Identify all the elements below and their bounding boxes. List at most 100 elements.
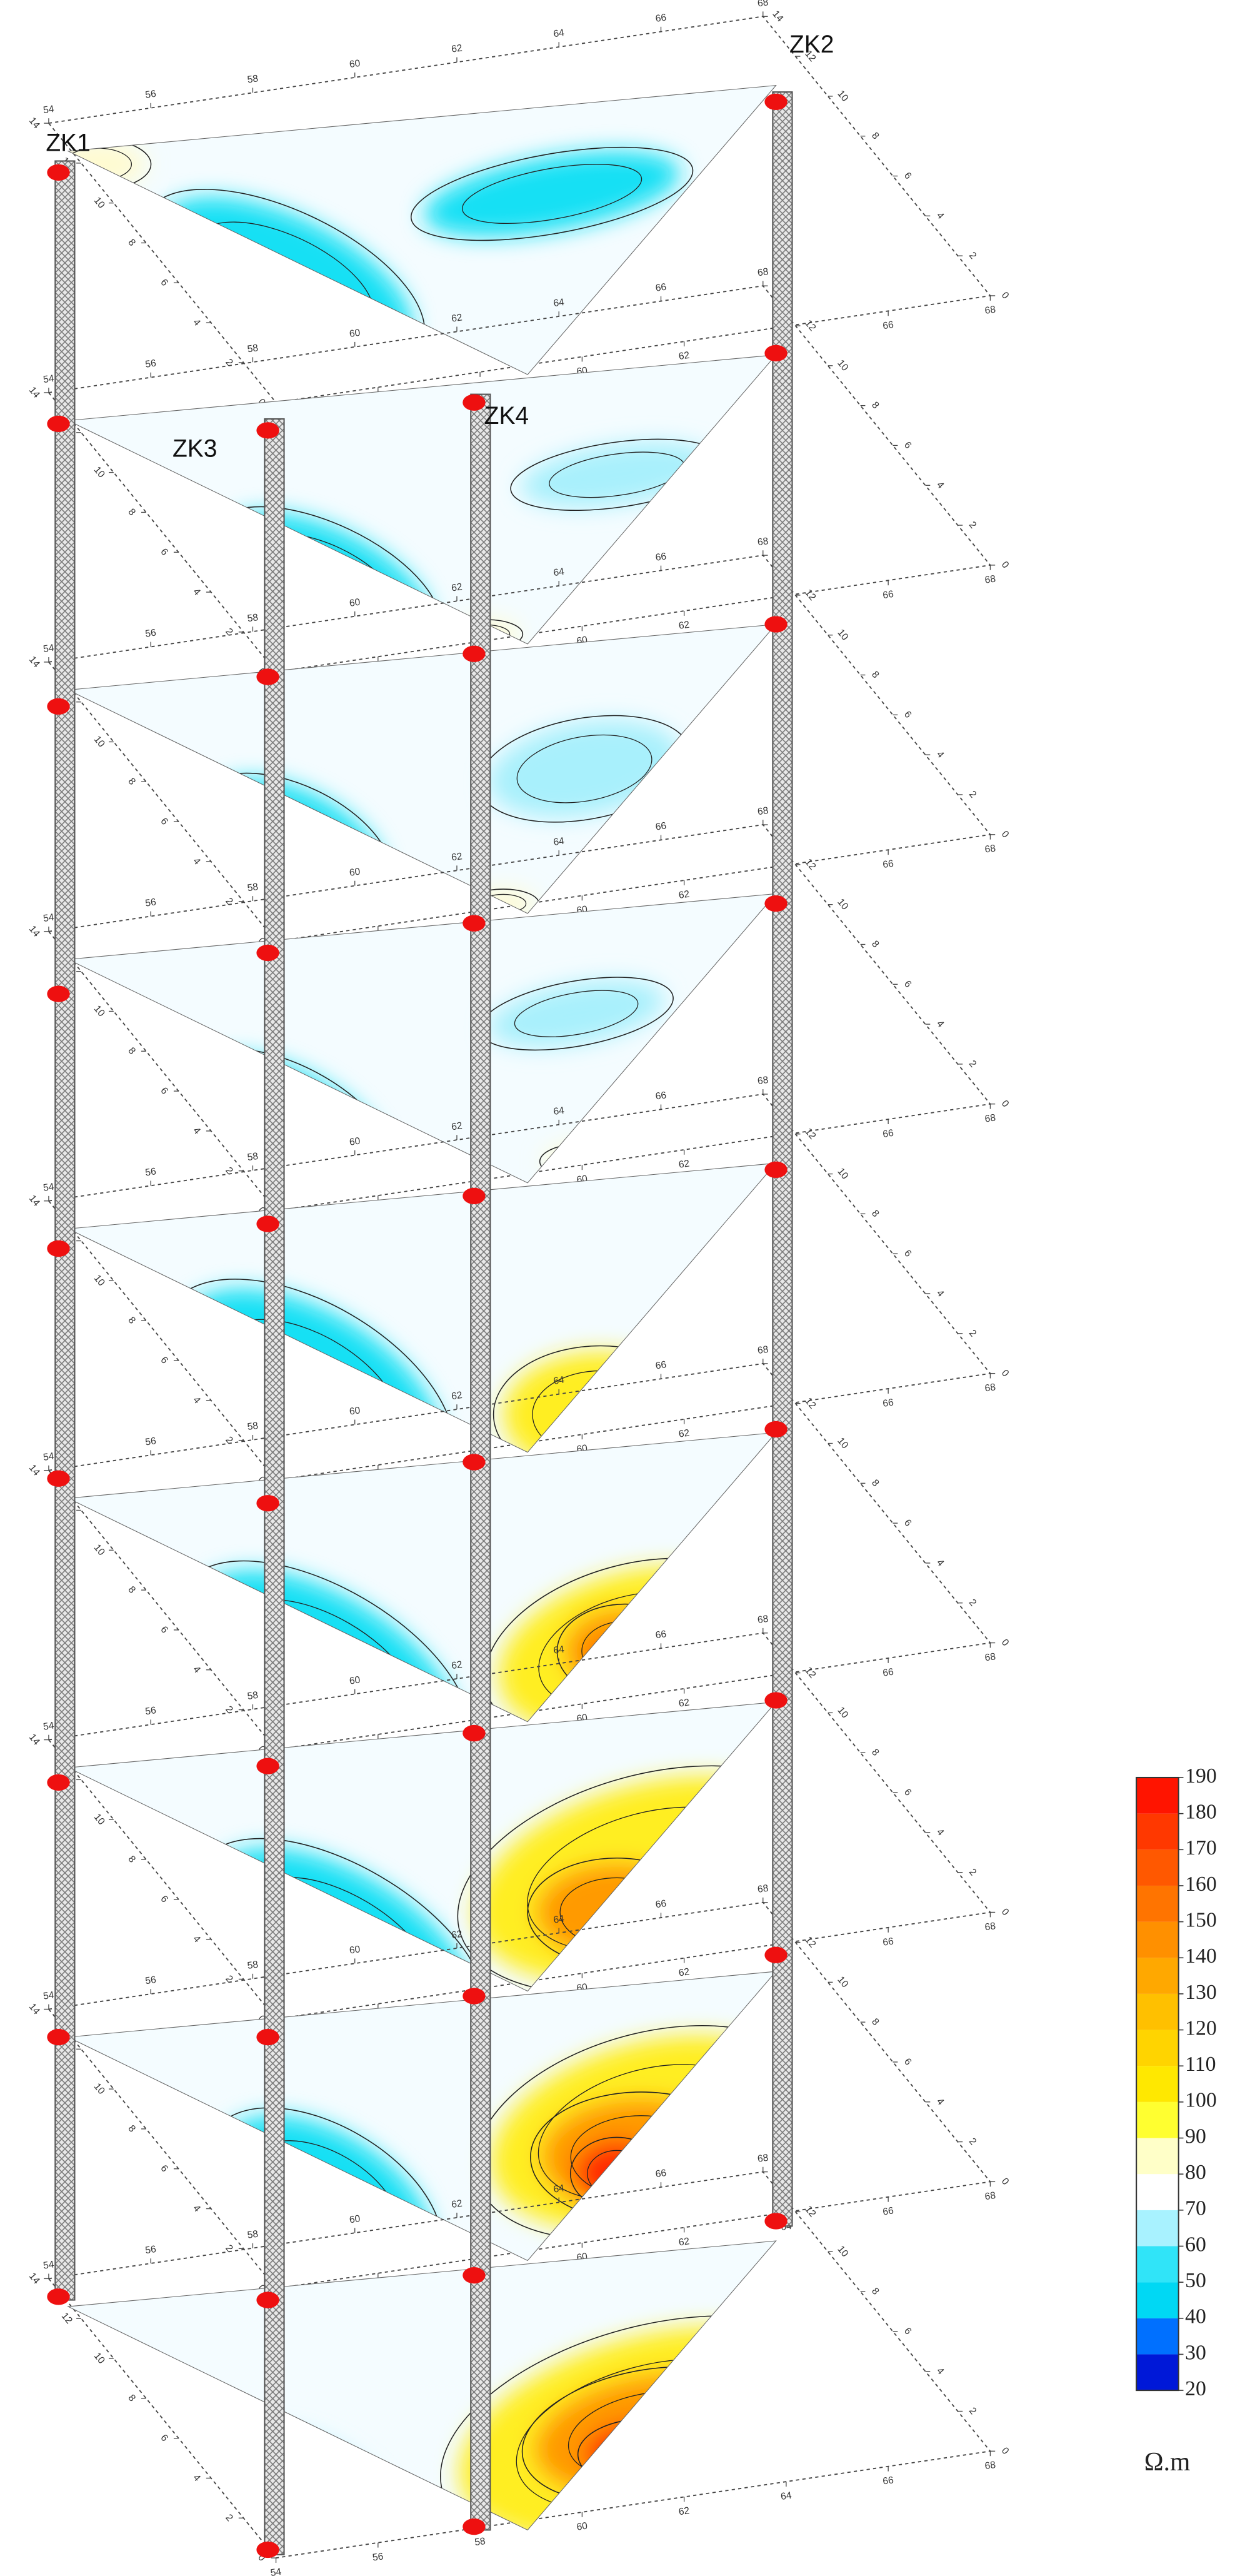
x-tick-label: 66	[882, 2205, 894, 2217]
contour-edge	[67, 1432, 777, 1723]
x-tick-label: 58	[247, 882, 259, 893]
contour-base	[68, 624, 776, 913]
x-tick-label: 62	[451, 581, 463, 593]
x-tick-label: 68	[984, 2460, 997, 2472]
contour-line	[516, 734, 652, 803]
y-tick-label: 8	[126, 1045, 138, 1057]
x-tick-label: 60	[349, 2213, 361, 2225]
y-tick-label: 10	[92, 1542, 107, 1558]
y-tick-label: 8	[126, 2123, 138, 2135]
slices: 5454565658586060626264646666686800224466…	[27, 0, 1011, 2576]
borehole-marker	[764, 1161, 788, 1178]
x-tick-label: 58	[474, 2536, 486, 2548]
contour-edge	[67, 1701, 777, 1992]
x-tick-label: 66	[655, 820, 668, 832]
x-tick-label: 64	[552, 1644, 565, 1656]
borehole-label: ZK2	[789, 31, 834, 58]
y-tick-label: 14	[27, 1462, 42, 1478]
y-tick-label: 12	[802, 587, 818, 602]
x-tick-label: 56	[144, 897, 157, 908]
x-tick-label: 68	[984, 573, 997, 585]
colorbar-bin	[1136, 2101, 1179, 2138]
y-tick-label: 14	[770, 9, 785, 24]
y-tick-label: 6	[158, 1355, 170, 1366]
y-tick-label: 6	[902, 440, 914, 451]
y-tick-label: 4	[191, 2203, 202, 2214]
x-tick-label: 66	[882, 2475, 894, 2487]
y-tick-label: 4	[191, 1395, 202, 1406]
x-tick-label: 54	[42, 104, 55, 116]
colorbar-bin	[1136, 2174, 1179, 2210]
borehole-marker	[764, 345, 788, 362]
x-tick-label: 58	[247, 73, 259, 85]
contour-base	[68, 355, 776, 644]
y-tick-label: 12	[802, 2204, 818, 2219]
y-tick-label: 14	[27, 1732, 42, 1748]
x-tick-label: 68	[757, 1075, 769, 1087]
borehole-marker	[256, 2292, 279, 2308]
x-tick-label: 60	[349, 597, 361, 609]
x-tick-label: 66	[655, 1629, 668, 1641]
y-tick-label: 4	[191, 586, 202, 598]
y-tick-label: 0	[999, 2176, 1011, 2187]
x-tick-label: 68	[757, 0, 769, 9]
borehole-marker	[47, 985, 70, 1002]
colorbar-tick-label: 160	[1185, 1873, 1217, 1896]
x-tick-label: 62	[451, 1929, 463, 1941]
colorbar-bin	[1136, 2246, 1179, 2283]
x-tick-label: 54	[42, 643, 55, 655]
colorbar-tick-label: 150	[1185, 1908, 1217, 1931]
x-tick-label: 68	[757, 805, 769, 817]
y-tick-label: 8	[126, 237, 138, 248]
colorbar-bin	[1136, 1993, 1179, 2030]
y-tick-label: 8	[126, 1854, 138, 1865]
colorbar-tick-label: 130	[1185, 1981, 1217, 2004]
y-tick-label: 10	[835, 1975, 850, 1990]
contour-fill	[68, 624, 776, 913]
y-tick-label: 0	[999, 1368, 1011, 1379]
contour-blob	[584, 2422, 714, 2488]
y-tick-label: 4	[934, 480, 946, 491]
y-tick-label: 10	[835, 627, 850, 643]
y-tick-label: 10	[835, 897, 850, 912]
x-tick-label: 68	[984, 304, 997, 316]
x-tick-label: 62	[451, 1120, 463, 1132]
y-tick-label: 4	[934, 2096, 946, 2108]
contour-base	[68, 1971, 776, 2261]
colorbar-bin	[1136, 2066, 1179, 2102]
y-tick-label: 10	[835, 358, 850, 373]
y-tick-label: 14	[27, 923, 42, 939]
y-tick-label: 14	[27, 116, 42, 131]
y-tick-label: 8	[869, 1477, 881, 1489]
x-tick-label: 68	[984, 1651, 997, 1663]
y-tick-label: 8	[869, 1747, 881, 1758]
colorbar-tick-label: 140	[1185, 1945, 1217, 1968]
contour-edge	[67, 893, 777, 1184]
x-tick-label: 66	[882, 1936, 894, 1948]
y-tick-label: 8	[126, 2393, 138, 2404]
x-tick-label: 64	[552, 1105, 565, 1117]
y-tick-label: 4	[934, 1827, 946, 1838]
y-tick-label: 14	[27, 654, 42, 670]
y-tick-label: 2	[967, 520, 979, 531]
y-tick-label: 6	[902, 1787, 914, 1798]
colorbar-tick-label: 70	[1185, 2197, 1206, 2220]
x-tick-label: 60	[349, 328, 361, 340]
contour-edge	[67, 354, 777, 645]
contour-line	[514, 990, 639, 1037]
contour-blob	[424, 151, 680, 236]
x-tick-label: 66	[882, 1397, 894, 1409]
contour-base	[68, 1432, 776, 1722]
x-tick-label: 66	[655, 1359, 668, 1371]
x-tick-label: 62	[678, 2505, 691, 2517]
borehole-marker	[462, 915, 486, 932]
y-tick-label: 4	[191, 1934, 202, 1945]
borehole	[264, 418, 285, 2555]
x-tick-label: 64	[552, 1913, 565, 1925]
x-tick-label: 64	[552, 836, 565, 848]
colorbar-bin	[1136, 2030, 1179, 2066]
y-tick-label: 6	[902, 979, 914, 990]
borehole-marker	[256, 1495, 279, 1512]
borehole-marker	[764, 1946, 788, 1963]
